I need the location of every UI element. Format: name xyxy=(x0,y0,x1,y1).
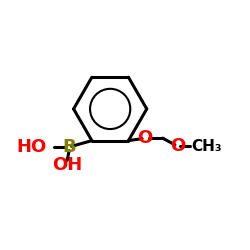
Text: CH₃: CH₃ xyxy=(192,138,222,154)
Text: OH: OH xyxy=(52,156,82,174)
Text: HO: HO xyxy=(16,138,46,156)
Text: O: O xyxy=(137,129,152,147)
Text: B: B xyxy=(62,138,76,156)
Text: O: O xyxy=(170,137,185,155)
